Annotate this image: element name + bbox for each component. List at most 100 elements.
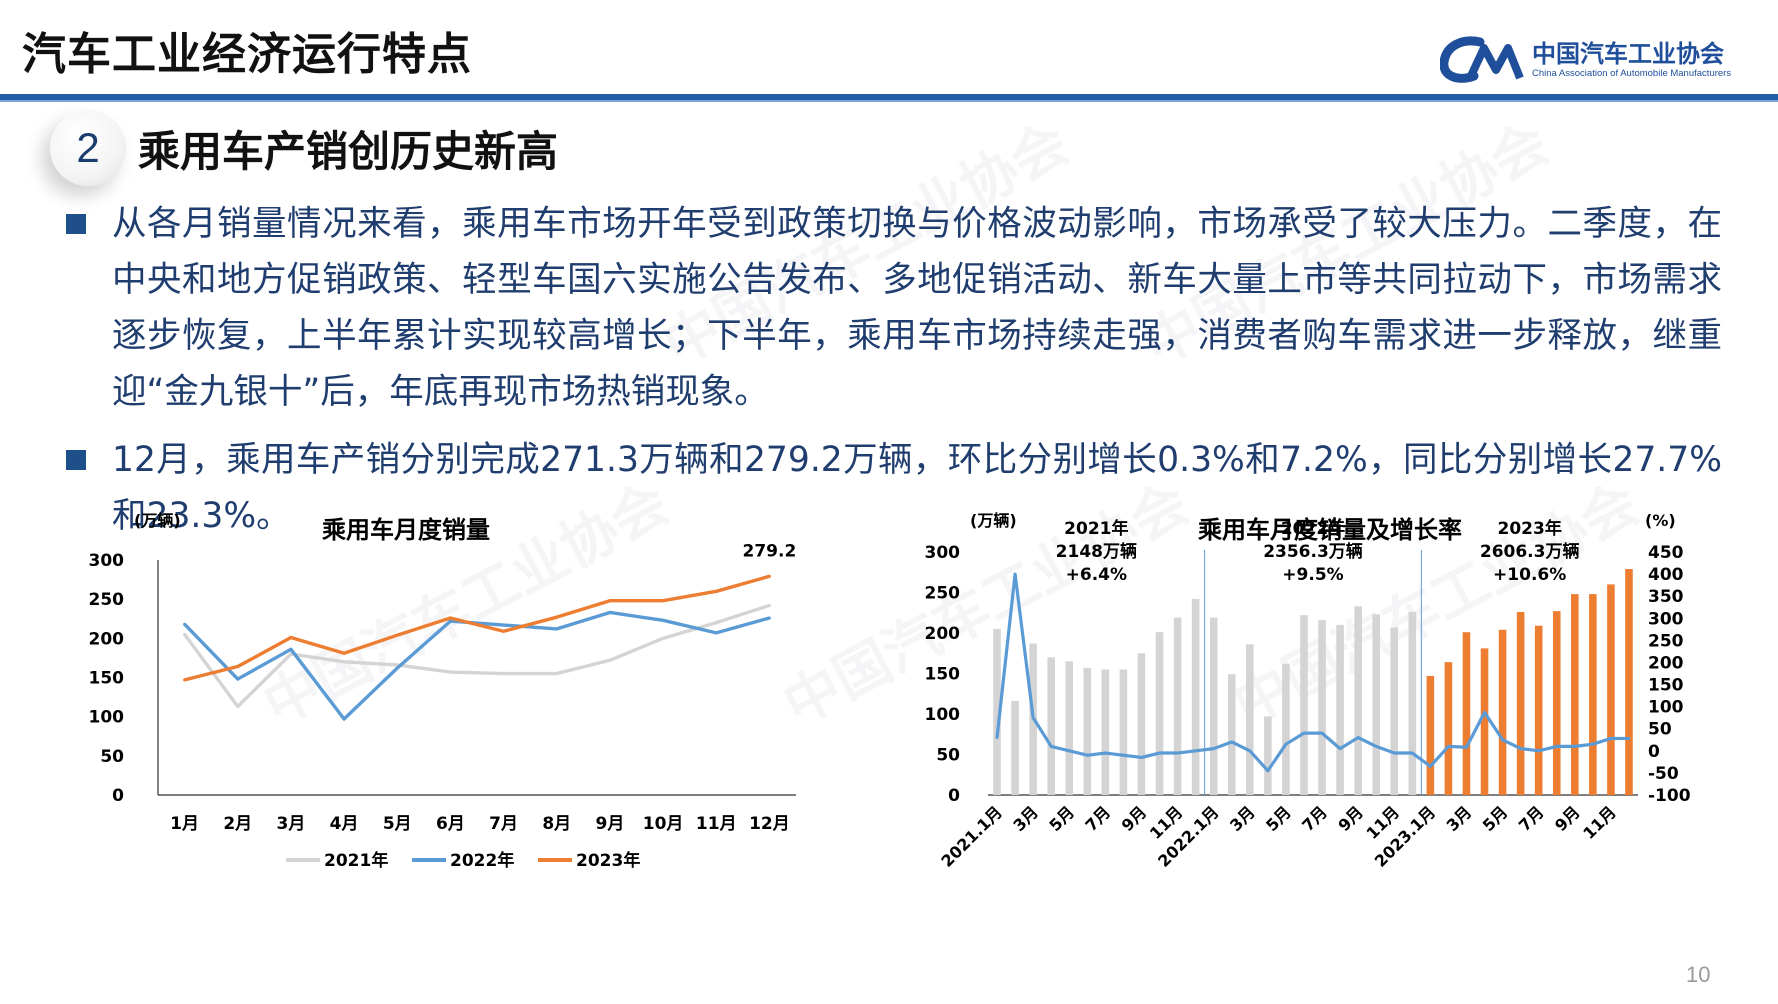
bar <box>1408 611 1417 795</box>
y-left-tick-label: 150 <box>925 665 961 685</box>
x-tick-label: 3月 <box>1226 802 1259 835</box>
growth-rate-point <box>1338 747 1342 751</box>
monthly-sales-line-chart: 乘用车月度销量 (万辆) 0 50 100 150 200 250 300 1月 2月 3月 4月 5月 6… <box>89 511 816 1000</box>
y-left-tick-label: 50 <box>936 746 960 766</box>
growth-rate-point <box>1013 572 1017 576</box>
data-point <box>289 647 293 651</box>
growth-rate-point <box>1230 740 1234 744</box>
bar <box>993 628 1001 795</box>
x-tick-label: 3月 <box>1443 802 1476 835</box>
data-point <box>395 633 399 637</box>
data-point <box>183 632 187 636</box>
legend-entry: 2021年 <box>324 850 388 871</box>
y-tick-label: 150 <box>89 669 125 689</box>
data-point <box>448 670 452 674</box>
bar <box>1534 625 1543 795</box>
legend-entry: 2022年 <box>450 850 514 871</box>
data-point <box>767 574 771 578</box>
x-tick-label: 8月 <box>542 814 571 834</box>
bar <box>1607 584 1615 795</box>
bar <box>1282 663 1290 795</box>
y-right-tick-label: 400 <box>1648 565 1684 585</box>
bar <box>1155 632 1164 795</box>
x-tick-label: 5月 <box>1479 802 1512 835</box>
data-point <box>395 666 399 670</box>
growth-rate-point <box>1085 753 1089 757</box>
y-tick-label: 100 <box>89 708 125 728</box>
data-point <box>661 618 665 622</box>
y-right-tick-label: 0 <box>1648 742 1660 762</box>
growth-rate-point <box>1374 745 1378 748</box>
x-tick-label: 3月 <box>1009 802 1042 835</box>
growth-rate-point <box>1049 745 1053 748</box>
y-right-tick-label: 250 <box>1648 631 1684 651</box>
bullet-square-icon <box>66 214 86 234</box>
header-divider <box>0 94 1778 100</box>
y-right-axis-unit: (%) <box>1645 511 1676 530</box>
x-tick-label: 5月 <box>1045 802 1078 835</box>
growth-rate-point <box>1266 769 1270 773</box>
y-tick-label: 0 <box>112 786 124 806</box>
bar <box>1209 617 1218 795</box>
y-right-tick-label: 300 <box>1648 609 1684 629</box>
data-point <box>555 615 559 619</box>
growth-rate-point <box>1122 753 1125 757</box>
period-growth-label: +6.4% <box>1066 565 1127 585</box>
x-tick-label: 11月 <box>696 814 737 834</box>
period-year-label: 2022年 <box>1281 518 1345 539</box>
data-point <box>342 717 346 721</box>
y-right-tick-label: 150 <box>1648 676 1684 696</box>
data-point <box>236 704 240 708</box>
y-left-tick-label: 0 <box>948 786 960 806</box>
x-tick-label: 7月 <box>489 814 518 834</box>
y-left-tick-label: 250 <box>925 584 961 604</box>
x-tick-label: 5月 <box>1262 802 1295 835</box>
data-point <box>502 629 506 633</box>
growth-rate-point <box>1483 710 1486 714</box>
growth-rate-line <box>995 572 1629 773</box>
x-tick-label: 5月 <box>383 814 412 834</box>
growth-rate-point <box>1428 764 1432 768</box>
data-point <box>342 651 346 655</box>
x-tick-label: 7月 <box>1515 802 1548 835</box>
logo-name-cn: 中国汽车工业协会 <box>1532 40 1724 68</box>
y-right-tick-label: 100 <box>1648 698 1684 718</box>
growth-rate-point <box>1537 749 1541 753</box>
growth-rate-point <box>1031 716 1035 720</box>
data-point <box>714 621 718 625</box>
bar <box>1589 594 1597 795</box>
growth-rate-point <box>1519 747 1523 751</box>
growth-rate-point <box>1248 749 1252 753</box>
caam-logo-icon <box>1439 36 1524 83</box>
x-tick-label: 2月 <box>223 814 252 834</box>
chart-title: 乘用车月度销量及增长率 <box>1197 516 1462 544</box>
bar <box>1552 611 1561 795</box>
x-tick-label: 12月 <box>749 814 790 834</box>
header-title: 汽车工业经济运行特点 <box>22 29 472 80</box>
y-right-tick-label: -50 <box>1648 764 1679 784</box>
data-point <box>289 636 293 640</box>
x-tick-label: 7月 <box>1082 802 1115 835</box>
y-left-tick-label: 200 <box>925 624 961 644</box>
growth-rate-point <box>1447 745 1450 748</box>
data-point <box>714 589 718 593</box>
bar <box>1264 716 1272 795</box>
data-point <box>714 631 718 635</box>
bar <box>1047 657 1055 795</box>
data-point <box>183 678 187 682</box>
bullet-square-icon <box>66 450 86 470</box>
x-tick-label: 1月 <box>170 814 199 834</box>
bar <box>1083 667 1092 795</box>
bar <box>1625 569 1633 795</box>
growth-rate-point <box>1591 742 1595 746</box>
monthly-sales-growth-chart: 乘用车月度销量及增长率 (万辆) (%) 0 50 100 150 200 250 300 -100… <box>925 511 1730 1000</box>
series-line-2022年 <box>183 610 770 721</box>
data-point <box>502 672 506 676</box>
data-point <box>767 603 771 607</box>
growth-rate-point <box>1392 751 1396 755</box>
bar <box>1462 632 1471 795</box>
growth-rate-point <box>1140 756 1143 759</box>
bar <box>1498 629 1507 795</box>
data-label: 279.2 <box>743 541 797 561</box>
x-tick-label: 3月 <box>276 814 305 834</box>
